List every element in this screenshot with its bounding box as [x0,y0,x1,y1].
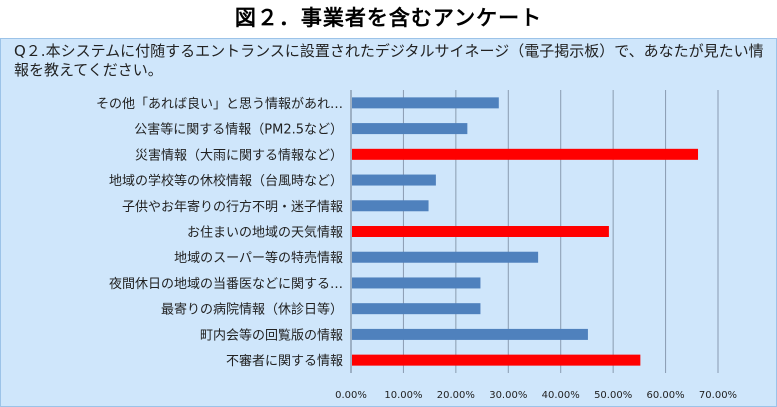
category-label: 子供やお年寄りの行方不明・迷子情報 [122,199,343,215]
bar [352,251,539,263]
bar [352,354,641,366]
x-tick-label: 0.00% [335,390,367,401]
x-tick-label: 40.00% [542,390,580,401]
category-label: 不審者に関する情報 [226,354,343,369]
bar [352,200,429,212]
category-label: 地域のスーパー等の特売情報 [174,250,343,266]
x-tick-label: 70.00% [699,390,737,401]
bar [352,148,699,160]
bar [352,226,609,237]
survey-question: Q２.本システムに付随するエントランスに設置されたデジタルサイネージ（電子掲示板… [14,42,764,79]
bar [352,277,481,289]
category-label: 町内会等の回覧版の情報 [200,327,343,343]
x-tick-label: 60.00% [647,390,685,401]
bar [352,303,481,315]
x-tick-label: 50.00% [594,390,632,401]
bar [352,97,499,109]
x-tick-label: 10.00% [384,390,422,401]
category-label: 災害情報（大雨に関する情報など） [135,147,343,163]
category-label: 公害等に関する情報（PM2.5など） [134,122,343,138]
x-tick-label: 20.00% [437,390,475,401]
category-label: 地域の学校等の休校情報（台風時など） [109,173,343,189]
category-label: お住まいの地域の天気情報 [187,225,343,241]
figure-title: 図２．事業者を含むアンケート [234,6,543,30]
bar [352,328,588,340]
category-label: 夜間休日の地域の当番医などに関する… [109,277,343,292]
x-tick-label: 30.00% [489,390,527,401]
category-label: その他「あれば良い」と思う情報があれ… [96,96,343,112]
bar [352,123,468,135]
bar [352,174,436,186]
category-label: 最寄りの病院情報（休診日等） [161,302,343,318]
